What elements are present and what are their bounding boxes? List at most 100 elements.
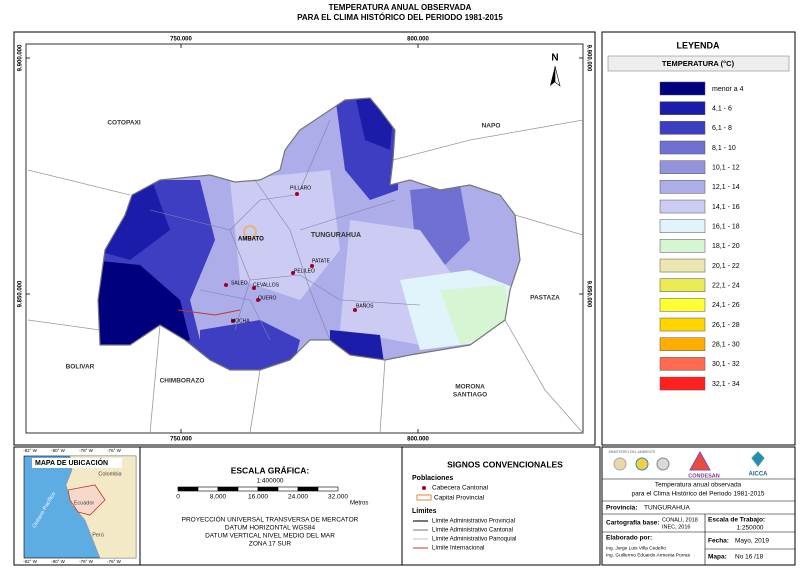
legend-swatch bbox=[659, 199, 706, 214]
neighbour-boundary bbox=[392, 119, 584, 161]
projection-text: PROYECCIÓN UNIVERSAL TRANSVERSA DE MERCA… bbox=[182, 515, 359, 524]
symbol-label: Límite Internacional bbox=[432, 546, 484, 552]
info-value: INEC, 2016 bbox=[662, 524, 690, 530]
scale-segment bbox=[297, 486, 319, 492]
neighbour-boundary bbox=[504, 319, 584, 434]
legend-swatch bbox=[659, 121, 706, 135]
location-title: MAPA DE UBICACIÓN bbox=[35, 458, 108, 467]
land bbox=[65, 455, 137, 559]
legend-swatch bbox=[659, 140, 706, 155]
logo-text: AICCA bbox=[749, 472, 769, 478]
scale-ratio: 1:400000 bbox=[256, 478, 283, 485]
region-label: PASTAZA bbox=[530, 295, 560, 302]
logo bbox=[635, 457, 649, 471]
scale-unit: Metros bbox=[350, 501, 368, 507]
cantonal-seat bbox=[291, 271, 295, 275]
town-label: SALEO bbox=[231, 280, 248, 286]
legend-swatch bbox=[659, 337, 706, 351]
region-label: CHIMBORAZO bbox=[160, 378, 205, 385]
scale-segment bbox=[237, 486, 259, 492]
logo bbox=[613, 457, 627, 471]
legend-label: 32,1 - 34 bbox=[712, 381, 740, 388]
cantonal-seat-symbol bbox=[422, 486, 426, 490]
town-label: PELILEO bbox=[294, 268, 315, 274]
coordinate-label: 9.850.000 bbox=[18, 280, 24, 307]
country-label: Perú bbox=[92, 532, 104, 538]
neighbour-boundary bbox=[27, 319, 101, 331]
legend-swatch bbox=[659, 160, 706, 174]
region-label: MORONA bbox=[455, 384, 485, 391]
legend-label: 4,1 - 6 bbox=[712, 106, 732, 113]
town-label: CEVALLOS bbox=[253, 282, 280, 288]
legend-label: 26,1 - 28 bbox=[712, 322, 740, 329]
legend-label: 10,1 - 12 bbox=[712, 165, 740, 172]
region-label: NAPO bbox=[482, 123, 501, 130]
info-value: TUNGURAHUA bbox=[644, 505, 691, 512]
legend-label: 12,1 - 14 bbox=[712, 184, 740, 191]
info-title: Temperatura anual observada bbox=[655, 482, 742, 489]
legend-swatch bbox=[659, 357, 706, 371]
capital-symbol bbox=[416, 494, 432, 501]
cantonal-seat bbox=[252, 286, 256, 290]
logo bbox=[689, 450, 711, 471]
scale-tick: 24.000 bbox=[288, 494, 308, 501]
neighbour-boundary bbox=[379, 359, 386, 434]
logo bbox=[656, 457, 670, 471]
town-label: AMBATO bbox=[238, 237, 264, 243]
legend-subtitle: TEMPERATURA (°C) bbox=[662, 59, 735, 68]
legend-label: 8,1 - 10 bbox=[712, 145, 736, 152]
info-label: Provincia: bbox=[606, 505, 637, 512]
scale-segment bbox=[317, 486, 339, 492]
town-label: PATATE bbox=[312, 258, 331, 264]
region-label: COTOPAXI bbox=[107, 120, 141, 127]
provincial-capital bbox=[243, 225, 257, 239]
coordinate-label: 800.000 bbox=[407, 37, 429, 43]
legend-subtitle-box bbox=[607, 55, 790, 72]
province-boundary bbox=[97, 97, 521, 371]
location-tick: -78° W bbox=[79, 559, 94, 564]
legend-swatch bbox=[659, 317, 706, 332]
parish-boundary bbox=[254, 179, 331, 341]
location-tick: -78° W bbox=[79, 448, 94, 453]
scale-title: ESCALA GRÁFICA: bbox=[231, 465, 310, 475]
legend-label: 22,1 - 24 bbox=[712, 283, 740, 290]
neighbour-boundary bbox=[149, 324, 161, 434]
info-value: 1:250000 bbox=[736, 525, 763, 532]
parish-boundary bbox=[149, 194, 296, 231]
info-value: Ing. Jorge Luis Villa Cedeño bbox=[606, 545, 666, 551]
legend-label: 14,1 - 16 bbox=[712, 204, 740, 211]
logo-text: CONDESAN bbox=[688, 473, 720, 479]
scale-segment bbox=[257, 486, 279, 492]
coordinate-label: 9.900.000 bbox=[18, 44, 24, 71]
parish-boundary bbox=[299, 119, 331, 191]
ecuador bbox=[67, 484, 106, 516]
international-limit bbox=[177, 309, 241, 316]
scale-frame bbox=[139, 446, 403, 566]
town-label: QUERO bbox=[258, 295, 276, 301]
info-label: Fecha: bbox=[708, 538, 729, 545]
legend-label: menor a 4 bbox=[712, 86, 744, 93]
info-label: Elaborado por: bbox=[606, 535, 652, 542]
info-label: Mapa: bbox=[708, 554, 727, 561]
cantonal-seat bbox=[231, 319, 235, 323]
legend-label: 16,1 - 18 bbox=[712, 224, 740, 231]
coordinate-label: 800.000 bbox=[407, 437, 429, 443]
cantonal-seat bbox=[295, 192, 299, 196]
map-title: TEMPERATURA ANUAL OBSERVADA bbox=[329, 3, 472, 12]
info-value: Ing. Guillermo Eduardo Armenta Porras bbox=[606, 552, 691, 558]
legend-label: 20,1 - 22 bbox=[712, 263, 740, 270]
scale-segment bbox=[217, 486, 239, 492]
north-label: N bbox=[551, 53, 558, 64]
scale-segment bbox=[197, 486, 219, 492]
location-tick: -82° W bbox=[23, 448, 38, 453]
symbols-subtitle: Límites bbox=[412, 508, 437, 515]
scale-tick: 32.000 bbox=[328, 494, 348, 501]
info-value: Mayo, 2019 bbox=[735, 538, 769, 545]
scale-segment bbox=[277, 486, 299, 492]
info-label: Escala de Trabajo: bbox=[708, 517, 765, 524]
province-label: TUNGURAHUA bbox=[311, 232, 361, 239]
legend-label: 24,1 - 26 bbox=[712, 302, 740, 309]
logo bbox=[751, 451, 765, 467]
coordinate-label: 9.900.000 bbox=[585, 45, 591, 72]
location-tick: -82° W bbox=[23, 559, 38, 564]
